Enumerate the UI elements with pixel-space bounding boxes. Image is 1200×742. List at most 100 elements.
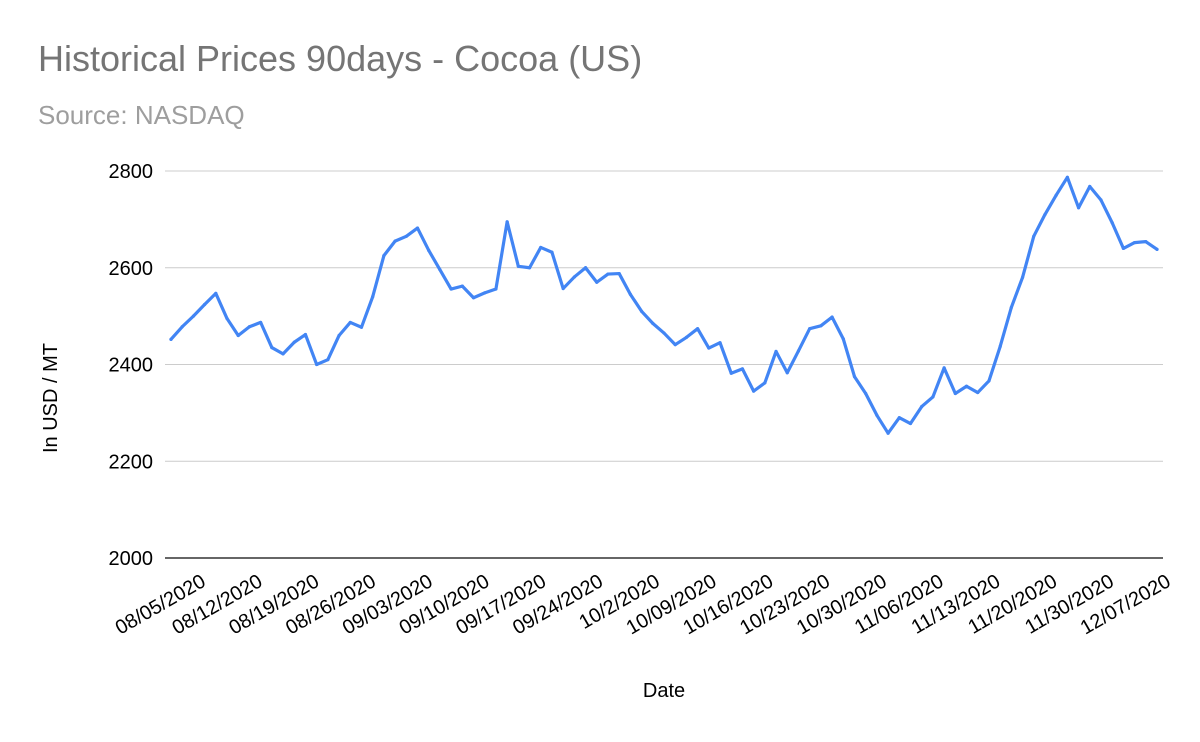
data-point (763, 381, 767, 385)
data-point (953, 391, 957, 396)
data-point (371, 295, 375, 299)
data-point (315, 362, 319, 367)
series-line (169, 175, 1159, 435)
data-point (852, 374, 857, 379)
data-point (1043, 212, 1047, 217)
data-point (203, 302, 207, 307)
data-point (191, 314, 196, 318)
data-point (494, 287, 498, 291)
data-point (415, 226, 420, 230)
data-point (740, 367, 745, 371)
data-point (651, 321, 655, 325)
data-point (214, 291, 218, 295)
data-point (348, 320, 352, 325)
data-point (527, 266, 532, 270)
data-point (774, 349, 778, 354)
x-axis-label: Date (643, 680, 685, 702)
data-point (550, 250, 554, 254)
data-point (225, 316, 229, 321)
data-point (180, 325, 184, 329)
data-point (964, 384, 969, 388)
data-point (483, 291, 487, 295)
gridlines (165, 170, 1163, 559)
data-point (942, 366, 946, 370)
data-point (572, 275, 576, 279)
data-point (259, 320, 263, 325)
data-point (1155, 247, 1159, 251)
data-point (247, 325, 252, 329)
data-point (382, 254, 386, 258)
data-point (404, 234, 408, 238)
data-point (393, 239, 397, 243)
data-point (617, 271, 621, 276)
data-point (673, 343, 677, 347)
y-tick-label: 2400 (109, 355, 154, 377)
data-point (606, 272, 610, 276)
y-axis-ticks: 2000 2200 2400 2600 2800 (109, 161, 154, 570)
data-point (1020, 275, 1025, 280)
data-point (516, 264, 520, 268)
series-points (169, 175, 1159, 435)
data-point (987, 379, 991, 383)
data-point (796, 349, 801, 353)
y-axis-label: In USD / MT (40, 343, 62, 453)
data-point (471, 296, 476, 300)
data-point (684, 335, 689, 340)
data-point (920, 404, 924, 409)
y-tick-label: 2000 (109, 548, 154, 570)
data-point (628, 292, 632, 296)
data-point (1099, 198, 1103, 202)
data-point (886, 431, 890, 435)
data-point (662, 331, 666, 335)
data-point (169, 337, 173, 341)
data-point (1009, 305, 1013, 310)
data-point (841, 337, 845, 341)
data-point (359, 325, 364, 329)
x-axis-ticks: 08/05/202008/12/202008/19/202008/26/2020… (112, 570, 1175, 639)
data-point (337, 333, 341, 338)
data-point (976, 390, 980, 395)
data-point (1054, 193, 1058, 197)
data-point (998, 345, 1002, 349)
data-point (1121, 246, 1125, 250)
data-point (808, 327, 812, 331)
data-point (908, 421, 913, 426)
data-point (864, 391, 868, 396)
data-point (303, 332, 308, 337)
data-point (696, 327, 700, 331)
data-point (785, 371, 789, 375)
data-point (707, 346, 711, 350)
data-point (931, 395, 935, 399)
y-tick-label: 2200 (109, 451, 154, 473)
data-point (1144, 240, 1148, 244)
data-point (236, 333, 240, 338)
data-point (819, 324, 823, 328)
data-point (438, 268, 442, 272)
y-tick-label: 2800 (109, 161, 154, 183)
data-point (561, 286, 565, 291)
chart-subtitle: Source: NASDAQ (38, 100, 245, 130)
data-point (830, 315, 834, 319)
data-point (1132, 240, 1137, 245)
data-point (1110, 221, 1114, 225)
data-point (729, 371, 733, 375)
data-point (718, 341, 722, 345)
data-point (460, 284, 464, 288)
data-point (1065, 175, 1069, 179)
chart-title: Historical Prices 90days - Cocoa (US) (38, 38, 643, 79)
data-point (1076, 206, 1081, 210)
data-point (1088, 184, 1092, 189)
data-point (639, 309, 644, 313)
data-point (752, 389, 756, 393)
data-point (583, 266, 588, 270)
data-point (875, 413, 879, 417)
data-point (281, 352, 285, 356)
data-point (505, 220, 509, 224)
data-point (292, 340, 296, 344)
data-point (539, 245, 543, 250)
data-point (270, 345, 274, 350)
data-point (897, 416, 901, 420)
y-tick-label: 2600 (109, 258, 154, 280)
data-point (427, 248, 431, 252)
